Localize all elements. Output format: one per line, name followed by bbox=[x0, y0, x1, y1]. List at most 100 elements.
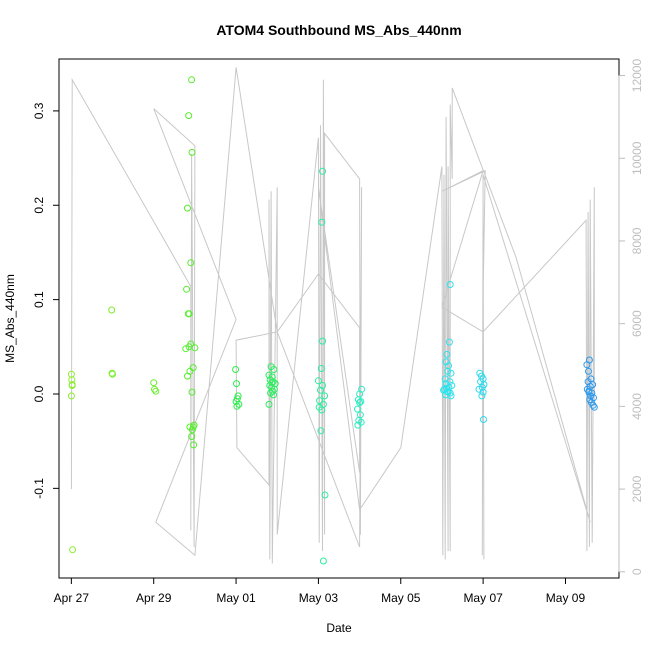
data-point bbox=[190, 421, 198, 429]
data-point bbox=[270, 391, 277, 399]
data-point bbox=[442, 358, 450, 366]
y-tick-label: 0.1 bbox=[32, 291, 46, 308]
series-group bbox=[583, 356, 598, 411]
y-tick-label: 0.2 bbox=[32, 197, 46, 214]
data-point bbox=[233, 380, 240, 388]
data-point bbox=[184, 372, 191, 380]
y-right-tick-label: 0 bbox=[630, 568, 644, 575]
y-right-tick-label: 2000 bbox=[630, 475, 644, 502]
y-right-tick-label: 4000 bbox=[630, 393, 644, 420]
x-tick-label: Apr 29 bbox=[136, 591, 172, 605]
data-point bbox=[188, 388, 196, 396]
data-point bbox=[319, 557, 327, 565]
data-point bbox=[188, 76, 196, 84]
data-point bbox=[235, 400, 243, 408]
data-point bbox=[354, 421, 362, 429]
series-group bbox=[67, 370, 77, 554]
x-axis: Apr 27 Apr 29 May 01 May 03 May 05 May 07 May … bbox=[54, 577, 586, 605]
data-point bbox=[317, 386, 324, 394]
data-point bbox=[109, 370, 116, 378]
data-point bbox=[585, 388, 593, 396]
data-point bbox=[150, 379, 158, 387]
data-point bbox=[354, 405, 361, 413]
data-point bbox=[447, 369, 455, 377]
data-point bbox=[184, 204, 191, 212]
series-group bbox=[182, 76, 199, 449]
data-point bbox=[190, 441, 198, 449]
chart-title: ATOM4 Southbound MS_Abs_440nm bbox=[216, 22, 461, 38]
x-tick-label: May 09 bbox=[546, 591, 586, 605]
data-points-layer bbox=[67, 76, 598, 565]
data-point bbox=[443, 350, 451, 358]
series-group bbox=[440, 281, 456, 400]
data-point bbox=[318, 406, 326, 414]
series-group bbox=[108, 306, 116, 378]
data-point bbox=[317, 427, 325, 435]
data-point bbox=[268, 379, 276, 387]
y-axis-label: MS_Abs_440nm bbox=[3, 274, 17, 363]
y-right-tick-label: 8000 bbox=[630, 227, 644, 254]
secondary-trace-line bbox=[70, 67, 595, 564]
data-point bbox=[585, 367, 592, 375]
y-axis: -0.1 0.0 0.1 0.2 0.3 bbox=[32, 102, 60, 499]
series-group bbox=[354, 385, 366, 429]
y-axis-right: 0 2000 4000 6000 8000 10000 12000 bbox=[618, 59, 644, 575]
data-point bbox=[269, 387, 277, 395]
data-point bbox=[67, 392, 75, 400]
data-point bbox=[265, 400, 273, 408]
data-point bbox=[314, 377, 322, 385]
series-group bbox=[314, 167, 329, 565]
data-point bbox=[188, 433, 196, 440]
plot-frame bbox=[58, 58, 620, 579]
x-tick-label: May 03 bbox=[299, 591, 339, 605]
y-right-tick-label: 10000 bbox=[630, 141, 644, 175]
data-point bbox=[185, 112, 193, 120]
data-point bbox=[108, 306, 116, 314]
data-point bbox=[589, 401, 597, 409]
y-tick-label: -0.1 bbox=[32, 478, 46, 499]
data-point bbox=[319, 382, 326, 389]
data-point bbox=[69, 546, 77, 554]
x-tick-label: May 05 bbox=[381, 591, 421, 605]
data-point bbox=[191, 344, 199, 352]
x-tick-label: May 07 bbox=[463, 591, 503, 605]
data-point bbox=[316, 397, 324, 405]
data-point bbox=[443, 384, 450, 392]
data-point bbox=[270, 366, 278, 373]
y-tick-label: 0.0 bbox=[32, 385, 46, 402]
y-tick-label: 0.3 bbox=[32, 102, 46, 119]
data-point bbox=[152, 387, 160, 395]
data-point bbox=[188, 426, 196, 434]
data-point bbox=[445, 338, 453, 346]
y-right-tick-label: 12000 bbox=[630, 59, 644, 93]
data-point bbox=[68, 382, 76, 389]
data-point bbox=[233, 402, 241, 410]
data-point bbox=[319, 337, 326, 345]
data-point bbox=[590, 403, 598, 411]
data-point bbox=[446, 281, 454, 288]
y-right-tick-label: 6000 bbox=[630, 310, 644, 337]
data-point bbox=[321, 491, 329, 499]
x-axis-label: Date bbox=[326, 621, 352, 635]
data-point bbox=[232, 366, 240, 373]
data-point bbox=[318, 218, 326, 226]
x-tick-label: Apr 27 bbox=[54, 591, 90, 605]
series-group bbox=[232, 366, 243, 410]
data-point bbox=[151, 385, 158, 393]
data-point bbox=[358, 385, 366, 393]
data-point bbox=[187, 259, 195, 267]
data-point bbox=[319, 167, 326, 175]
data-point bbox=[321, 392, 329, 400]
series-group bbox=[265, 363, 279, 408]
data-point bbox=[357, 398, 365, 405]
data-point bbox=[317, 365, 325, 372]
data-point bbox=[188, 148, 196, 156]
data-point bbox=[583, 361, 591, 369]
series-group bbox=[150, 379, 160, 395]
x-tick-label: May 01 bbox=[216, 591, 256, 605]
data-point bbox=[479, 388, 487, 396]
secondary-trace-layer bbox=[70, 67, 595, 564]
data-point bbox=[185, 310, 193, 318]
data-point bbox=[183, 285, 191, 293]
